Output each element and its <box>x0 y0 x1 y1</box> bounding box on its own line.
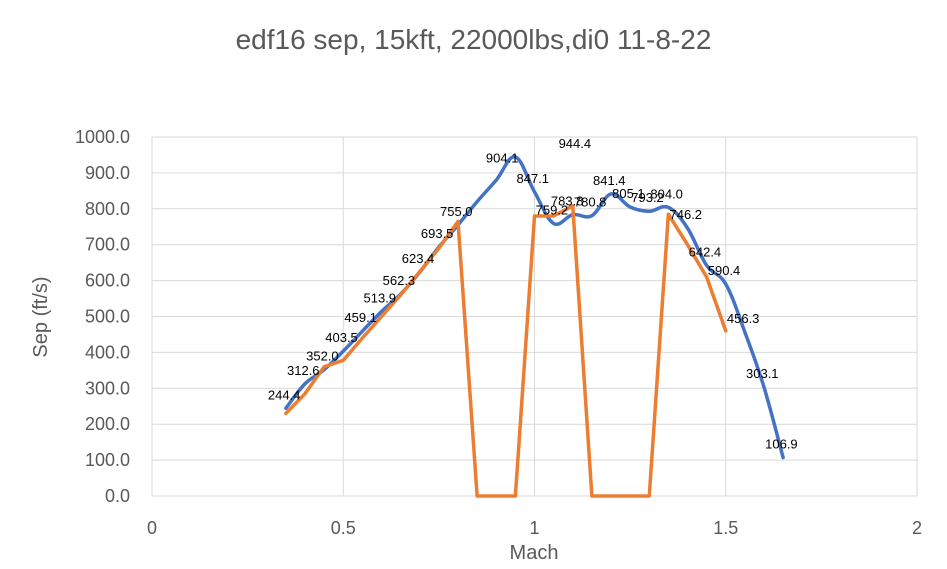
data-label: 793.2 <box>631 190 664 205</box>
y-axis-title: Sep (ft/s) <box>30 276 52 357</box>
y-tick-label: 300.0 <box>85 378 130 398</box>
data-label: 805.1 <box>612 186 645 201</box>
y-tick-label: 900.0 <box>85 163 130 183</box>
data-label: 590.4 <box>708 263 741 278</box>
y-tick-label: 400.0 <box>85 342 130 362</box>
y-tick-label: 0.0 <box>105 486 130 506</box>
data-label: 693.5 <box>421 226 454 241</box>
data-label: 904.1 <box>486 150 519 165</box>
y-tick-label: 700.0 <box>85 235 130 255</box>
data-label: 303.1 <box>746 366 779 381</box>
y-tick-label: 800.0 <box>85 199 130 219</box>
y-tick-label: 500.0 <box>85 307 130 327</box>
grid-layer <box>151 136 918 497</box>
data-label: 403.5 <box>325 330 358 345</box>
data-label: 562.3 <box>383 273 416 288</box>
x-axis-title: Mach <box>510 542 559 564</box>
data-label: 312.6 <box>287 363 320 378</box>
data-label: 456.3 <box>727 311 760 326</box>
data-label: 623.4 <box>402 251 435 266</box>
axis-layer: 0.0 100.0 200.0 300.0 400.0 500.0 600.0 700.0 80… <box>75 127 922 538</box>
data-label: 106.9 <box>765 437 798 452</box>
series-line-1 <box>284 155 785 460</box>
data-label: 847.1 <box>517 171 550 186</box>
x-tick-label: 1.5 <box>713 518 738 538</box>
series-layer <box>284 155 785 498</box>
series-line-2 <box>284 204 728 498</box>
data-label: 804.0 <box>650 186 683 201</box>
data-label: 841.4 <box>593 173 626 188</box>
data-label: 783.8 <box>551 194 584 209</box>
x-tick-label: 1 <box>529 518 539 538</box>
y-tick-label: 100.0 <box>85 450 130 470</box>
x-tick-label: 2 <box>912 518 922 538</box>
data-label: 642.4 <box>689 244 722 259</box>
y-tick-label: 600.0 <box>85 271 130 291</box>
data-label: 459.1 <box>344 310 377 325</box>
data-label: 513.9 <box>364 291 397 306</box>
data-label: 780.8 <box>574 195 607 210</box>
data-label: 944.4 <box>559 136 592 151</box>
data-label: 244.4 <box>268 387 301 402</box>
x-tick-label: 0 <box>147 518 157 538</box>
data-label: 746.2 <box>670 207 703 222</box>
x-tick-label: 0.5 <box>331 518 356 538</box>
chart-title: edf16 sep, 15kft, 22000lbs,di0 11-8-22 <box>235 24 712 55</box>
y-tick-label: 200.0 <box>85 414 130 434</box>
data-label: 755.0 <box>440 204 473 219</box>
data-label: 352.0 <box>306 349 339 364</box>
y-tick-label: 1000.0 <box>75 127 130 147</box>
data-label: 759.2 <box>536 202 569 217</box>
